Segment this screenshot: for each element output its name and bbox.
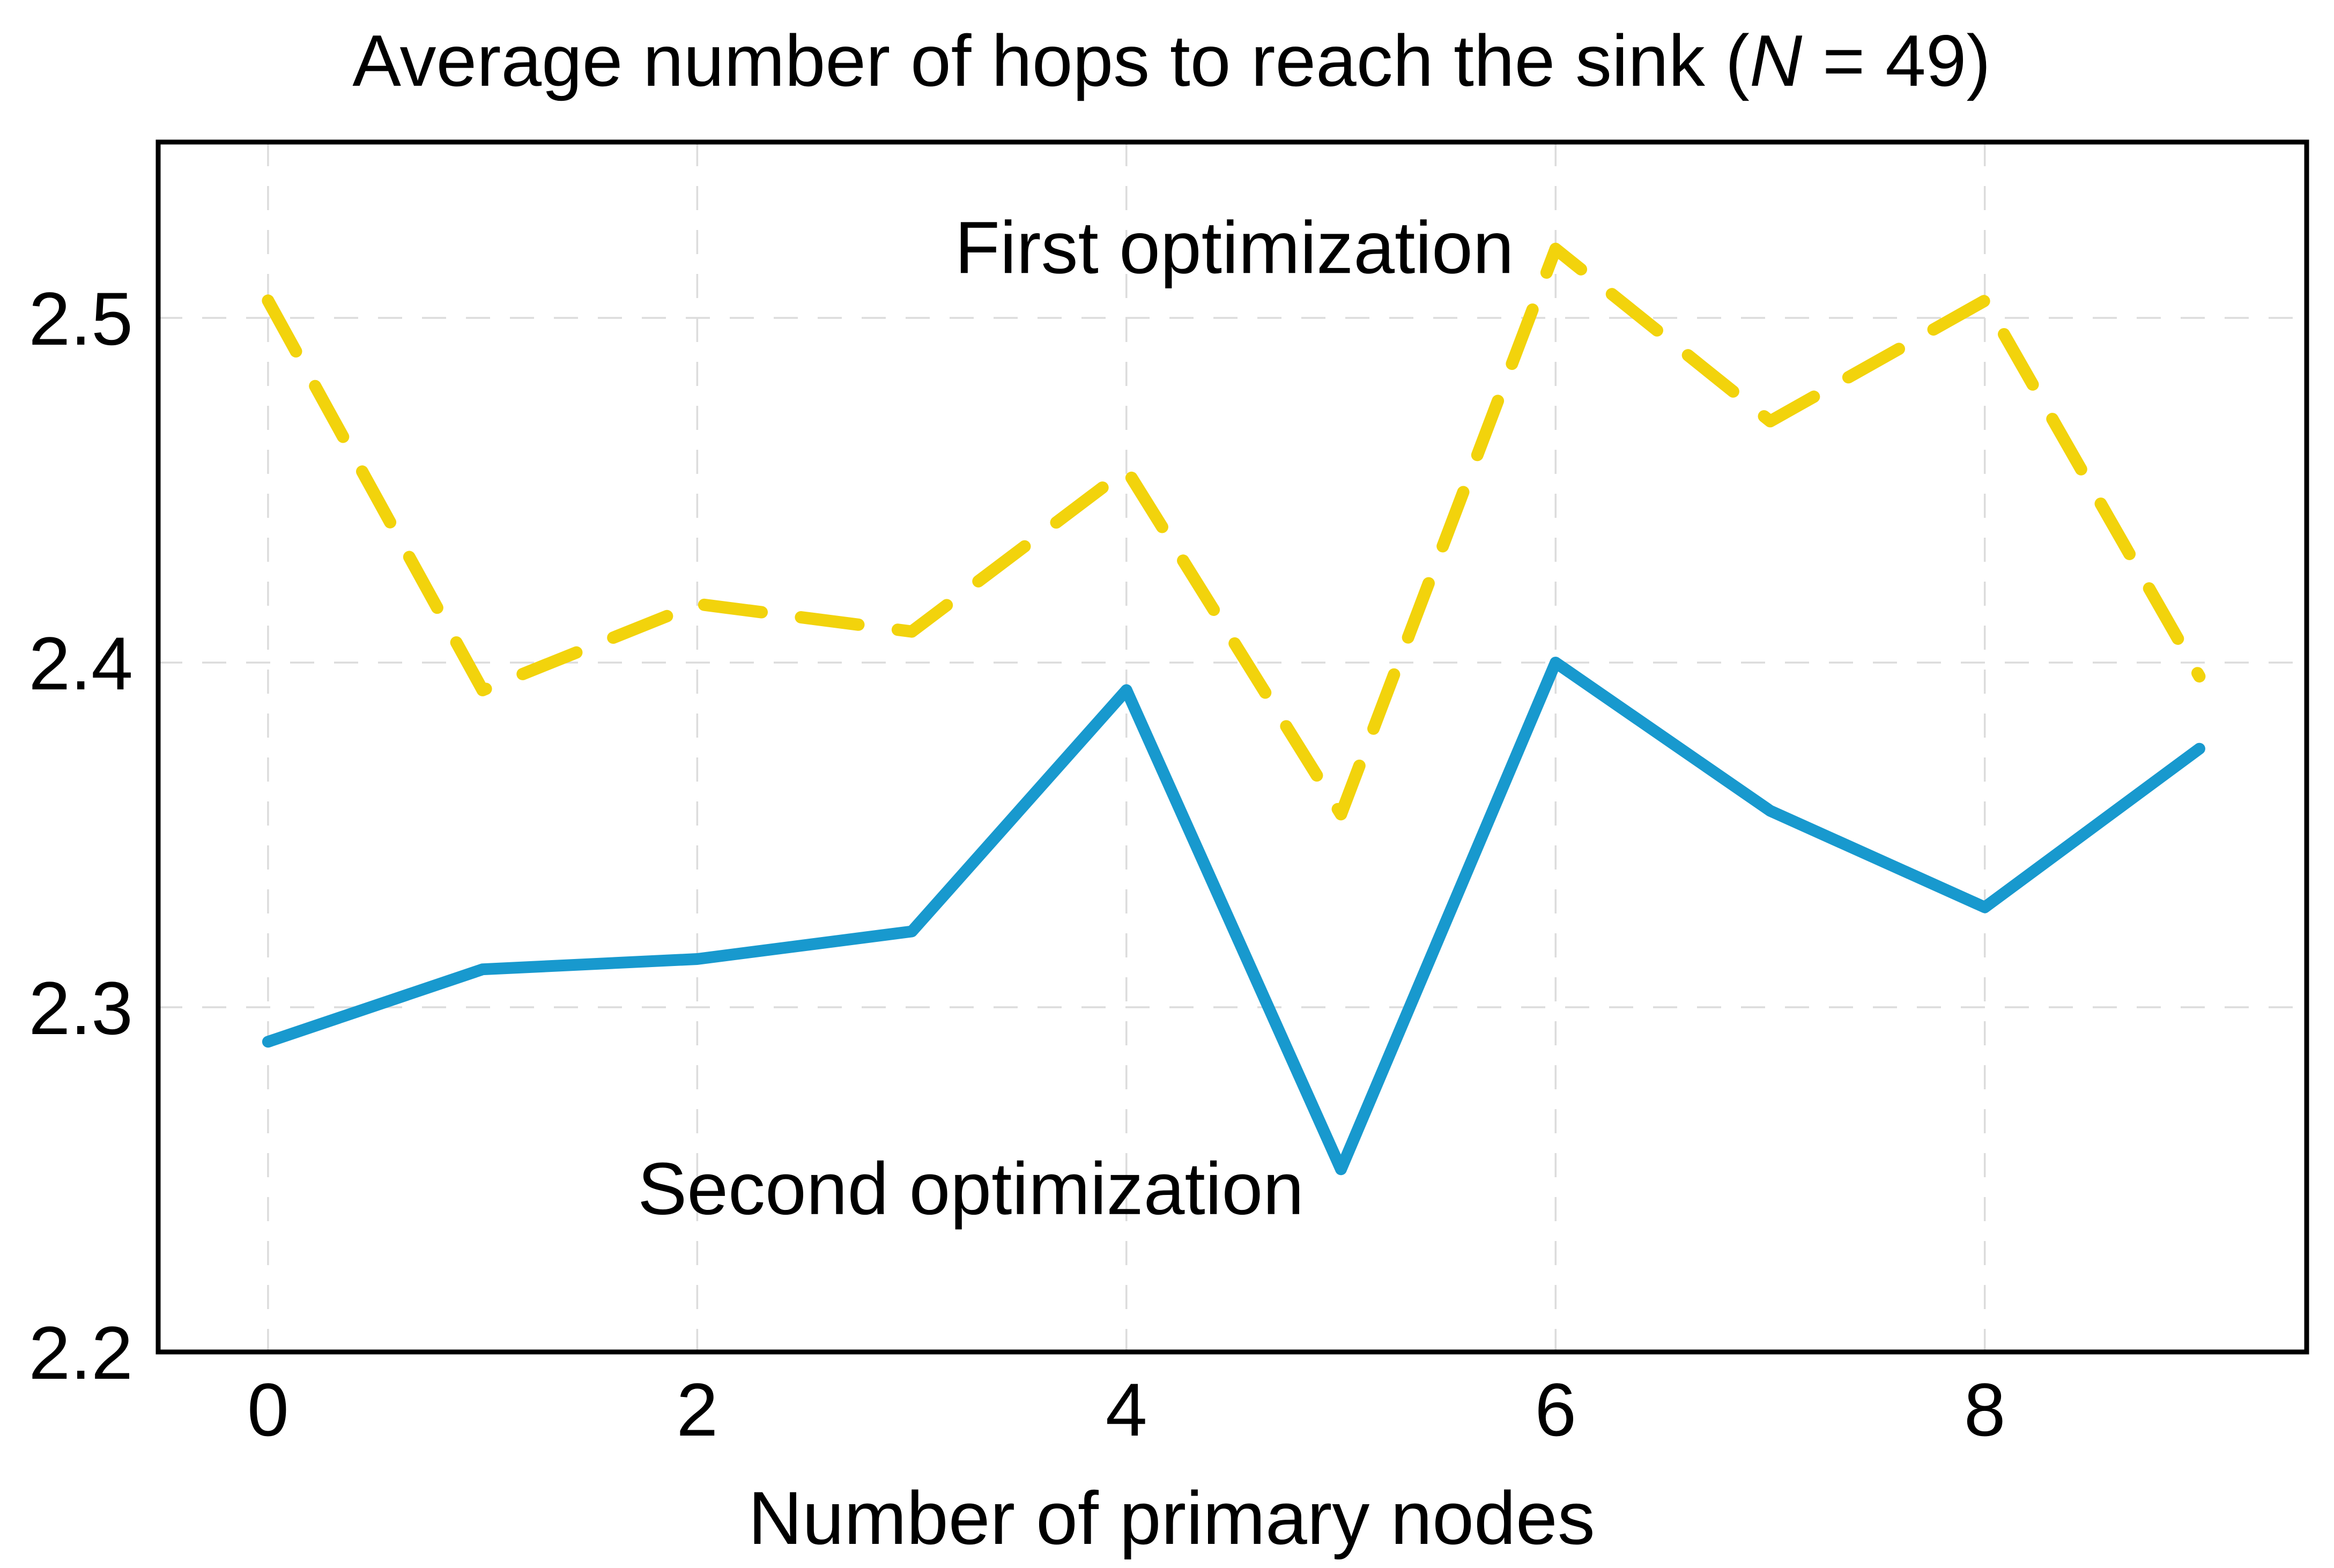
title-suffix: = 49) [1802, 20, 1991, 101]
plot-frame-group [155, 139, 2309, 1355]
title-prefix: Average number of hops to reach the sink… [352, 20, 1750, 101]
annotation-first-optimization: First optimization [955, 206, 1514, 289]
y-tick-label-2.2: 2.2 [28, 1311, 133, 1395]
x-axis-label: Number of primary nodes [748, 1476, 1595, 1560]
series-line-first-optimization [262, 242, 2206, 821]
plot-frame [155, 139, 2309, 1355]
x-tick-label-0: 0 [247, 1368, 289, 1452]
series-line-second-optimization [262, 657, 2205, 1176]
y-tick-label-2.4: 2.4 [28, 621, 133, 705]
text-layer: Average number of hops to reach the sink… [28, 20, 2005, 1560]
annotation-second-optimization: Second optimization [638, 1148, 1304, 1230]
x-tick-label-2: 2 [676, 1368, 718, 1452]
x-tick-label-8: 8 [1964, 1368, 2006, 1452]
y-tick-label-2.3: 2.3 [28, 966, 133, 1050]
x-tick-label-4: 4 [1106, 1368, 1147, 1452]
x-tick-label-6: 6 [1535, 1368, 1576, 1452]
chart-title: Average number of hops to reach the sink… [352, 20, 1990, 101]
title-math-variable: N [1750, 20, 1803, 101]
gridlines-group [158, 142, 2307, 1352]
data-series-group [262, 242, 2206, 1176]
y-tick-label-2.5: 2.5 [28, 277, 133, 361]
